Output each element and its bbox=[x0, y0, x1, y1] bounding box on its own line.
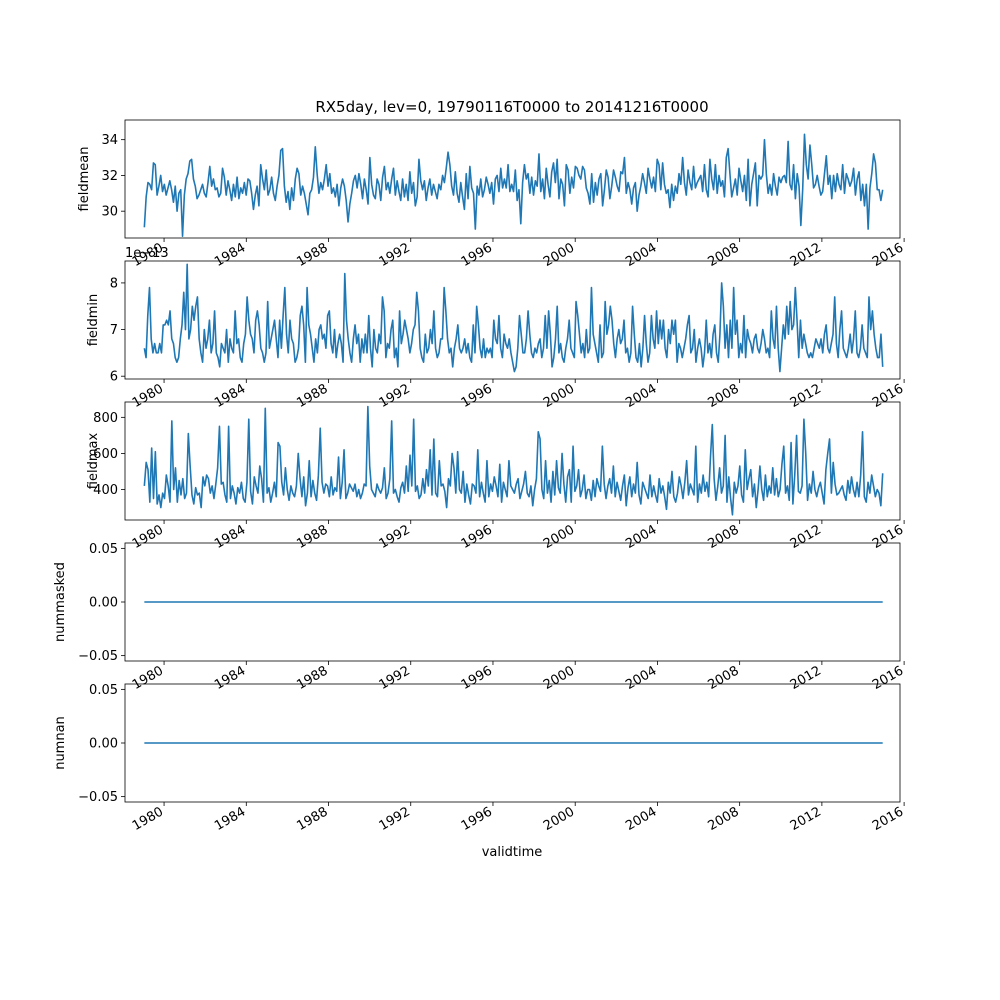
fieldmax-y-axis-label: fieldmax bbox=[86, 433, 101, 490]
numnan-y-tick-label: 0.00 bbox=[89, 737, 118, 752]
fieldmax-axes-frame bbox=[124, 401, 901, 521]
fieldmin-y-tick-label: 6 bbox=[110, 370, 118, 385]
fieldmean-series-line bbox=[143, 133, 884, 238]
x-axis-label: validtime bbox=[482, 845, 543, 860]
fieldmean-y-tick-label: 32 bbox=[101, 169, 118, 184]
nummasked-y-tick-label: 0.00 bbox=[89, 596, 118, 611]
fieldmax-y-tick-label: 600 bbox=[93, 447, 118, 462]
fieldmin-y-tick-label: 7 bbox=[110, 323, 118, 338]
figure-title: RX5day, lev=0, 19790116T0000 to 20141216… bbox=[315, 98, 708, 116]
fieldmean-y-tick-label: 34 bbox=[101, 133, 118, 148]
nummasked-y-tick-label: −0.05 bbox=[78, 649, 118, 664]
numnan-y-axis-label: numnan bbox=[53, 716, 68, 770]
nummasked-y-tick-label: 0.05 bbox=[89, 542, 118, 557]
fieldmean-y-tick-label: 30 bbox=[101, 205, 118, 220]
fieldmax-y-tick-label: 400 bbox=[93, 483, 118, 498]
numnan-y-tick-label: 0.05 bbox=[89, 683, 118, 698]
fieldmin-y-tick-label: 8 bbox=[110, 276, 118, 291]
numnan-y-tick-label: −0.05 bbox=[78, 790, 118, 805]
fieldmin-axes-frame bbox=[124, 260, 901, 380]
fieldmin-series-line bbox=[143, 263, 884, 373]
fieldmean-axes-frame bbox=[124, 119, 901, 239]
fieldmax-series-line bbox=[143, 405, 884, 516]
nummasked-y-axis-label: nummasked bbox=[53, 562, 68, 642]
fieldmin-offset-label: 1e−13 bbox=[125, 246, 169, 261]
fieldmin-y-axis-label: fieldmin bbox=[86, 294, 101, 347]
fieldmax-y-tick-label: 800 bbox=[93, 411, 118, 426]
fieldmean-y-axis-label: fieldmean bbox=[77, 147, 92, 212]
